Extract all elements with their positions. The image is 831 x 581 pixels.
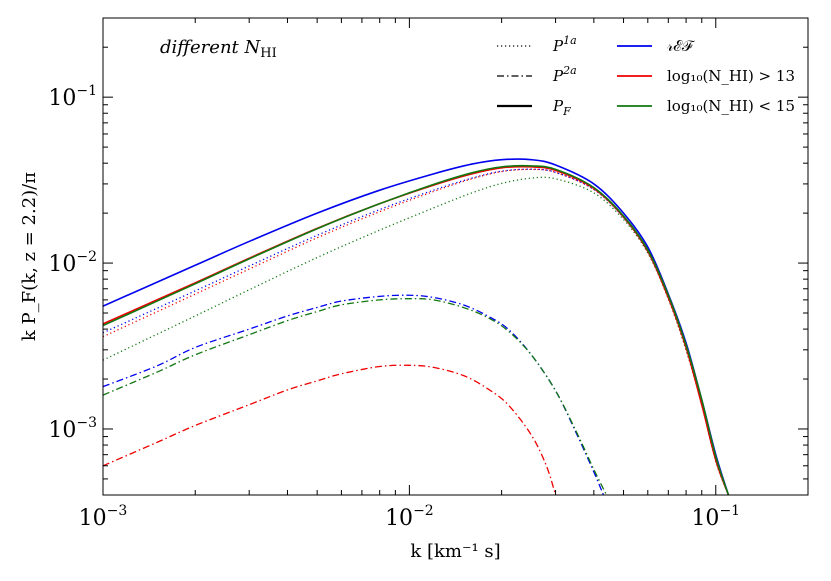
x-axis-label: k [km⁻¹ s] <box>410 541 500 562</box>
series-line-ref-p-1a <box>103 168 730 495</box>
series-line-n-hi-13-p-2a <box>103 364 557 495</box>
x-tick-label: 10−1 <box>691 503 740 531</box>
series-line-n-hi-15-p-2a <box>103 298 608 495</box>
series-line-n-hi-15-p-f <box>103 164 730 495</box>
annotation-var: N <box>244 37 262 58</box>
series-line-ref-p-f <box>103 158 730 495</box>
y-tick-label: 10−2 <box>48 249 97 277</box>
annotation-subscript: HI <box>260 46 276 61</box>
x-tick-label: 10−2 <box>385 503 434 531</box>
x-tick-label: 10−3 <box>79 503 128 531</box>
legend-color-label: log₁₀(N_HI) > 13 <box>667 67 795 85</box>
series-line-n-hi-13-p-f <box>103 165 730 495</box>
plot-frame <box>102 17 809 496</box>
series-line-n-hi-13-p-1a <box>103 168 730 495</box>
legend-style-label: P2a <box>552 64 577 85</box>
annotation-main: different <box>160 37 245 58</box>
y-axis-label: k P_F(k, z = 2.2)/π <box>19 172 40 341</box>
series-line-n-hi-15-p-1a <box>103 176 730 495</box>
y-tick-label: 10−3 <box>48 415 97 443</box>
annotation-text: different NHI <box>160 37 277 61</box>
legend-color-label: 𝓇ℰℱ <box>667 37 696 55</box>
legend-color-label: log₁₀(N_HI) < 15 <box>667 97 795 115</box>
legend-style-label: P1a <box>552 34 577 55</box>
y-tick-label: 10−1 <box>48 83 97 111</box>
legend: P1a P2a PF 𝓇ℰℱ log₁₀(N_HI) > 13 log₁₀(N_HI) <… <box>497 34 795 118</box>
legend-style-label: PF <box>552 97 571 118</box>
series-line-ref-p-2a <box>103 294 605 495</box>
